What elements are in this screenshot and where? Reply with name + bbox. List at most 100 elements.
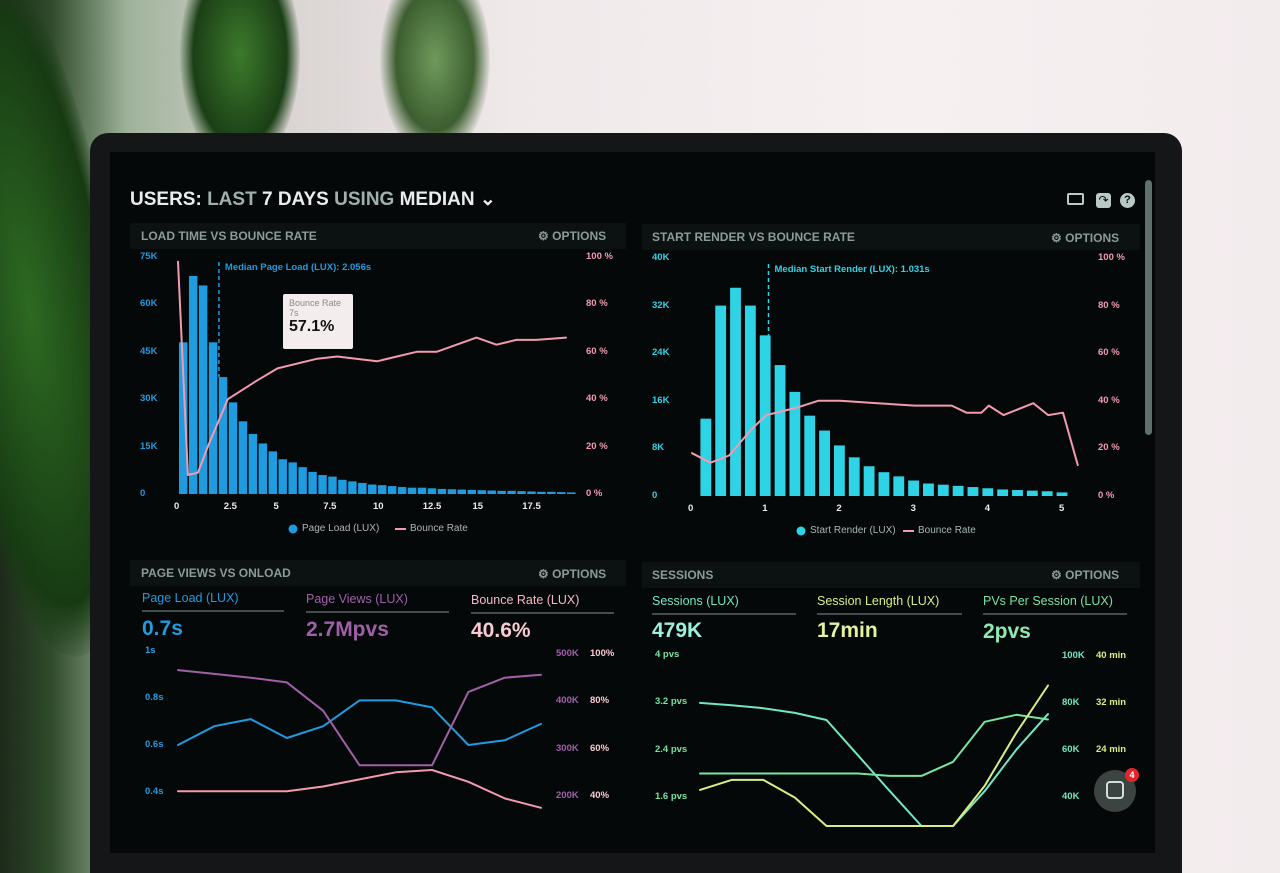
- chevron-down-icon[interactable]: ⌄: [479, 189, 496, 210]
- bar: [437, 488, 447, 494]
- y2-tick-label: 60K: [1062, 744, 1080, 755]
- kpi-label: Page Views (LUX): [306, 592, 408, 606]
- y2-tick-label: 300K: [556, 742, 579, 754]
- median-annotation: Median Page Load (LUX): 2.056s: [224, 262, 372, 273]
- bar: [348, 481, 357, 494]
- y-tick-label: 3.2 pvs: [655, 696, 688, 708]
- bar: [378, 485, 387, 494]
- gear-icon: ⚙: [538, 229, 549, 243]
- y-tick-label: 45K: [140, 345, 158, 357]
- options-label: OPTIONS: [552, 567, 607, 581]
- y-tick-label: 0.4s: [145, 786, 164, 797]
- bar: [198, 285, 208, 494]
- bar: [497, 490, 506, 494]
- monitor-icon[interactable]: [1067, 193, 1084, 205]
- x-tick-label: 3: [910, 503, 916, 514]
- share-icon[interactable]: ↷: [1096, 193, 1111, 208]
- bar: [268, 451, 277, 494]
- kpi-value: 2.7Mpvs: [306, 618, 389, 641]
- panel-header: [642, 562, 1140, 588]
- y2-tick-label: 80K: [1062, 697, 1080, 708]
- bar: [179, 342, 188, 494]
- title-range: 7 DAYS: [261, 189, 329, 210]
- bar: [457, 489, 467, 494]
- options-button[interactable]: ⚙ OPTIONS: [538, 567, 606, 581]
- y2-tick-label: 40 %: [1098, 394, 1120, 406]
- bar: [208, 342, 218, 494]
- bar: [1012, 490, 1023, 496]
- y-tick-label: 60K: [140, 298, 158, 310]
- bounce-rate-line: [177, 260, 567, 476]
- options-button[interactable]: ⚙ OPTIONS: [1051, 231, 1119, 245]
- bar: [923, 483, 934, 496]
- panel-title: START RENDER VS BOUNCE RATE: [652, 230, 855, 244]
- tooltip-title: Bounce Rate: [289, 298, 342, 308]
- bar: [477, 490, 486, 494]
- bar: [228, 402, 238, 494]
- y2-tick-label: 100K: [1062, 650, 1085, 661]
- y-tick-label: 0.8s: [145, 692, 164, 703]
- bar: [908, 480, 920, 496]
- bar: [744, 305, 756, 496]
- x-tick-label: 10: [373, 501, 384, 512]
- kpi-value: 479K: [652, 619, 703, 642]
- x-tick-label: 0: [174, 501, 180, 512]
- bar: [715, 305, 727, 496]
- options-label: OPTIONS: [1065, 568, 1120, 582]
- y2-tick-label: 80 %: [586, 298, 608, 310]
- title-using: USING: [334, 189, 395, 210]
- bar: [819, 430, 830, 496]
- bar: [427, 488, 437, 494]
- bar: [863, 466, 875, 496]
- bar: [507, 490, 516, 494]
- bar: [557, 492, 566, 494]
- options-label: OPTIONS: [1065, 231, 1120, 245]
- y-tick-label: 0: [140, 488, 146, 499]
- y-tick-label: 40K: [652, 252, 670, 263]
- scrollbar[interactable]: [1145, 180, 1152, 435]
- y2-tick-label: 200K: [556, 790, 579, 801]
- y-tick-label: 0.6s: [145, 739, 164, 750]
- kpi-label: Sessions (LUX): [652, 594, 739, 608]
- y3-tick-label: 60%: [590, 742, 610, 754]
- y2-tick-label: 0 %: [1098, 490, 1115, 501]
- y-tick-label: 4 pvs: [655, 649, 680, 661]
- kpi-value: 17min: [817, 619, 878, 642]
- y3-tick-label: 32 min: [1096, 697, 1127, 708]
- options-button[interactable]: ⚙ OPTIONS: [1051, 568, 1119, 582]
- bounce-rate-line: [177, 769, 542, 809]
- bar: [547, 491, 556, 494]
- bar: [338, 479, 347, 494]
- chat-icon: [1106, 781, 1124, 799]
- y2-tick-label: 60 %: [1098, 347, 1120, 359]
- x-tick-label: 4: [984, 503, 991, 514]
- bar: [774, 365, 786, 496]
- tooltip: Bounce Rate 7s 57.1%: [283, 294, 353, 349]
- panel-title: SESSIONS: [652, 568, 714, 582]
- bar: [1041, 491, 1053, 496]
- x-tick-label: 5: [273, 501, 279, 512]
- x-tick-label: 5: [1059, 503, 1065, 514]
- y3-tick-label: 100%: [590, 648, 615, 660]
- kpi-value: 0.7s: [142, 617, 183, 640]
- panel-header: [130, 223, 626, 249]
- y-tick-label: 8K: [652, 442, 665, 454]
- page-title[interactable]: USERS: LAST 7 DAYS USING MEDIAN ⌄: [130, 188, 496, 211]
- y-tick-label: 32K: [652, 299, 670, 311]
- y-tick-label: 30K: [140, 393, 158, 405]
- y-tick-label: 24K: [652, 347, 670, 359]
- bar: [1026, 490, 1038, 496]
- bar: [298, 467, 307, 494]
- legend-label: Page Load (LUX): [302, 523, 380, 534]
- y2-tick-label: 20 %: [1098, 442, 1120, 454]
- bar: [700, 418, 712, 496]
- help-icon[interactable]: ?: [1120, 193, 1135, 208]
- panel-title: LOAD TIME VS BOUNCE RATE: [141, 229, 317, 243]
- kpi-label: Page Load (LUX): [142, 591, 239, 605]
- median-annotation: Median Start Render (LUX): 1.031s: [774, 264, 930, 275]
- tooltip-sub: 7s: [289, 308, 299, 318]
- options-button[interactable]: ⚙ OPTIONS: [538, 229, 606, 243]
- y2-tick-label: 100 %: [586, 251, 613, 262]
- bar: [730, 287, 741, 496]
- title-range-dim: LAST: [207, 189, 257, 210]
